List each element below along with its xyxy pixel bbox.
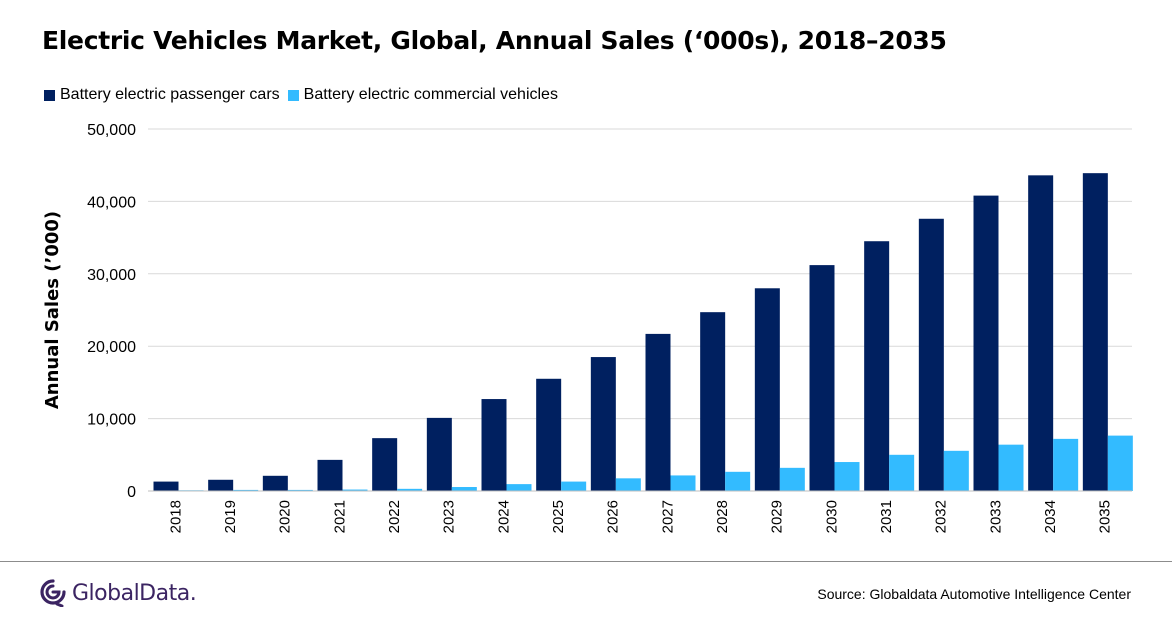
bar-commercial-vehicles (1107, 435, 1133, 491)
bar-passenger-cars (372, 438, 398, 491)
y-tick-label: 50,000 (87, 122, 136, 139)
bar-commercial-vehicles (1053, 438, 1079, 491)
x-tick-label: 2027 (659, 500, 676, 533)
bar-passenger-cars (754, 288, 780, 491)
x-tick-label: 2028 (714, 500, 731, 533)
bar-passenger-cars (208, 479, 234, 491)
x-tick-label: 2035 (1097, 500, 1114, 533)
chart-legend: Battery electric passenger cars Battery … (44, 86, 566, 104)
bar-commercial-vehicles (506, 484, 532, 491)
bar-commercial-vehicles (998, 444, 1024, 491)
bar-passenger-cars (262, 475, 288, 491)
bar-commercial-vehicles (233, 489, 259, 491)
x-tick-label: 2034 (1042, 500, 1059, 533)
x-tick-label: 2020 (277, 500, 294, 533)
logo-text: GlobalData. (72, 580, 197, 606)
x-tick-label: 2023 (441, 500, 458, 533)
bar-passenger-cars (1082, 173, 1108, 491)
x-tick-label: 2022 (386, 500, 403, 533)
legend-item-commercial-vehicles: Battery electric commercial vehicles (287, 86, 558, 104)
bar-commercial-vehicles (943, 450, 969, 491)
y-axis-title: Annual Sales (’000) (42, 211, 63, 409)
x-tick-label: 2030 (823, 500, 840, 533)
bar-passenger-cars (481, 399, 507, 491)
x-tick-label: 2029 (769, 500, 786, 533)
bar-commercial-vehicles (287, 489, 313, 491)
bar-passenger-cars (973, 195, 999, 491)
x-tick-label: 2018 (167, 500, 184, 533)
legend-item-passenger-cars: Battery electric passenger cars (44, 86, 280, 104)
y-tick-label: 20,000 (87, 339, 136, 356)
bar-passenger-cars (1028, 175, 1054, 491)
bar-chart: 0 10,000 20,000 30,000 40,000 50,000 Annual Sa… (42, 122, 1133, 533)
bar-commercial-vehicles (451, 487, 477, 491)
bar-commercial-vehicles (725, 471, 751, 491)
y-tick-label: 10,000 (87, 412, 136, 429)
bar-commercial-vehicles (615, 478, 641, 491)
bar-commercial-vehicles (889, 454, 915, 491)
bar-passenger-cars (317, 459, 343, 491)
footer-divider (0, 561, 1172, 562)
globaldata-logo-icon (40, 579, 66, 607)
bar-passenger-cars (809, 265, 835, 491)
bar-passenger-cars (918, 218, 944, 491)
legend-label-passenger-cars: Battery electric passenger cars (60, 86, 280, 103)
bar-passenger-cars (590, 357, 616, 491)
bar-passenger-cars (700, 312, 726, 491)
x-tick-label: 2032 (933, 500, 950, 533)
x-tick-label: 2024 (495, 500, 512, 533)
bar-commercial-vehicles (561, 481, 587, 491)
bar-passenger-cars (536, 378, 562, 491)
bar-commercial-vehicles (779, 467, 805, 491)
y-tick-label: 40,000 (87, 194, 136, 211)
bar-commercial-vehicles (342, 489, 368, 491)
globaldata-logo: GlobalData. (40, 579, 197, 607)
legend-swatch-commercial-vehicles (287, 89, 299, 101)
bar-passenger-cars (864, 241, 890, 491)
bar-passenger-cars (645, 333, 671, 491)
bar-passenger-cars (153, 481, 179, 491)
x-tick-label: 2026 (605, 500, 622, 533)
y-tick-label: 30,000 (87, 267, 136, 284)
bar-passenger-cars (426, 417, 452, 491)
x-tick-label: 2031 (878, 500, 895, 533)
y-tick-label: 0 (127, 484, 136, 501)
x-tick-label: 2033 (987, 500, 1004, 533)
bar-commercial-vehicles (670, 475, 696, 491)
source-note: Source: Globaldata Automotive Intelligen… (817, 586, 1131, 602)
legend-swatch-passenger-cars (44, 89, 55, 101)
bar-commercial-vehicles (834, 462, 860, 491)
x-tick-label: 2021 (331, 500, 348, 533)
bar-commercial-vehicles (397, 488, 423, 491)
legend-label-commercial-vehicles: Battery electric commercial vehicles (303, 86, 558, 103)
x-tick-label: 2025 (550, 500, 567, 533)
chart-title: Electric Vehicles Market, Global, Annual… (42, 26, 947, 55)
x-tick-label: 2019 (222, 500, 239, 533)
